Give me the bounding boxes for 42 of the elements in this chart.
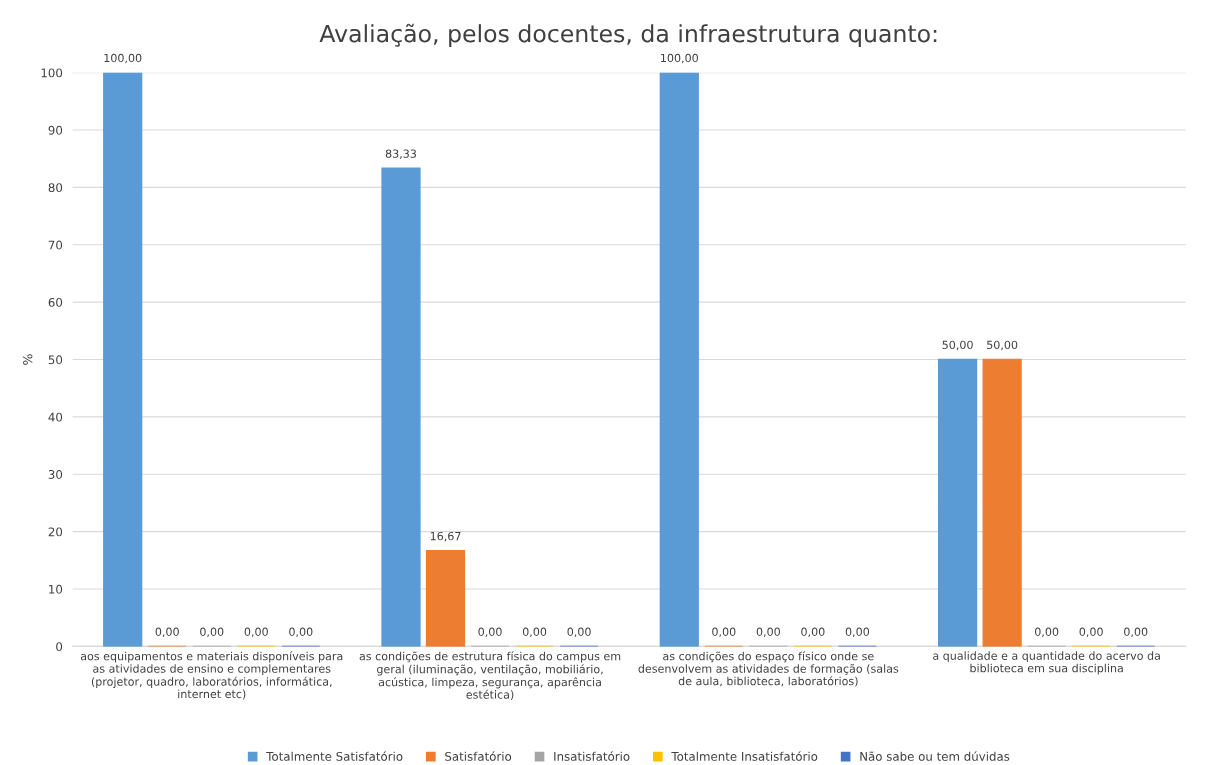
data-label: 0,00 [567, 627, 591, 638]
data-label: 0,00 [1035, 627, 1059, 638]
data-label: 50,00 [942, 340, 973, 351]
y-tick-label: 20 [48, 527, 63, 537]
data-label: 83,33 [385, 149, 417, 159]
y-axis-title: % [22, 354, 33, 365]
y-tick-label: 90 [48, 125, 63, 135]
data-label: 0,00 [289, 627, 313, 638]
legend-label: Insatisfatório [554, 751, 630, 761]
y-tick-label: 30 [48, 470, 63, 479]
legend-label: Totalmente Insatisfatório [671, 751, 818, 761]
chart-title: Avaliação, pelos docentes, da infraestrutura quanto: [319, 23, 937, 48]
data-label: 16,67 [430, 531, 461, 542]
x-tick-label: a qualidade e a quantidade do acervo da biblioteca em sua disciplina [933, 651, 1160, 675]
x-tick-label: as condições do espaço físico onde se desenvolvem as atividades de formação (salas de aula, biblioteca, laboratórios) [638, 651, 899, 687]
y-tick-label: 40 [48, 412, 63, 422]
data-label: 0,00 [801, 627, 825, 638]
data-label: 0,00 [756, 627, 780, 638]
data-label: 0,00 [845, 627, 870, 638]
x-tick-label: as condições de estrutura física do campus em geral (iluminação, ventilação, mobiliário, acústica, limpeza, segurança, aparência estética) [359, 651, 621, 701]
y-tick-label: 50 [48, 355, 63, 365]
data-label: 0,00 [1079, 627, 1103, 638]
data-label: 0,00 [155, 627, 179, 638]
data-label: 0,00 [1124, 627, 1148, 638]
legend-label: Totalmente Satisfatório [266, 751, 403, 761]
data-label: 0,00 [244, 627, 268, 638]
y-tick-label: 10 [49, 584, 63, 594]
y-tick-label: 70 [48, 240, 63, 250]
data-label: 0,00 [200, 627, 224, 638]
legend-label: Satisfatório [445, 751, 512, 761]
legend-label: Não sabe ou tem dúvidas [860, 751, 1010, 761]
data-label: 50,00 [987, 340, 1018, 351]
data-label: 100,00 [104, 53, 142, 64]
x-tick-label: aos equipamentos e materiais disponíveis para as atividades de ensino e complementares (projetor, quadro, laboratórios, informática, internet etc) [80, 651, 343, 700]
data-label: 100,00 [661, 53, 698, 64]
y-tick-label: 0 [56, 642, 63, 652]
y-tick-label: 100 [41, 68, 63, 78]
data-label: 0,00 [522, 627, 547, 638]
y-tick-label: 60 [48, 297, 63, 307]
y-tick-label: 80 [48, 183, 63, 193]
data-label: 0,00 [712, 627, 736, 638]
data-label: 0,00 [478, 627, 502, 638]
